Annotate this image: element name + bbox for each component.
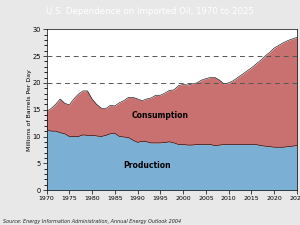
Text: Consumption: Consumption xyxy=(132,110,189,119)
Text: U.S. Dependence on Imported Oil, 1970 to 2025: U.S. Dependence on Imported Oil, 1970 to… xyxy=(46,7,254,16)
Y-axis label: Millions of Barrels Per Day: Millions of Barrels Per Day xyxy=(27,69,32,151)
Text: Production: Production xyxy=(123,162,170,171)
Text: Source: Energy Information Administration, Annual Energy Outlook 2004: Source: Energy Information Administratio… xyxy=(3,219,181,224)
